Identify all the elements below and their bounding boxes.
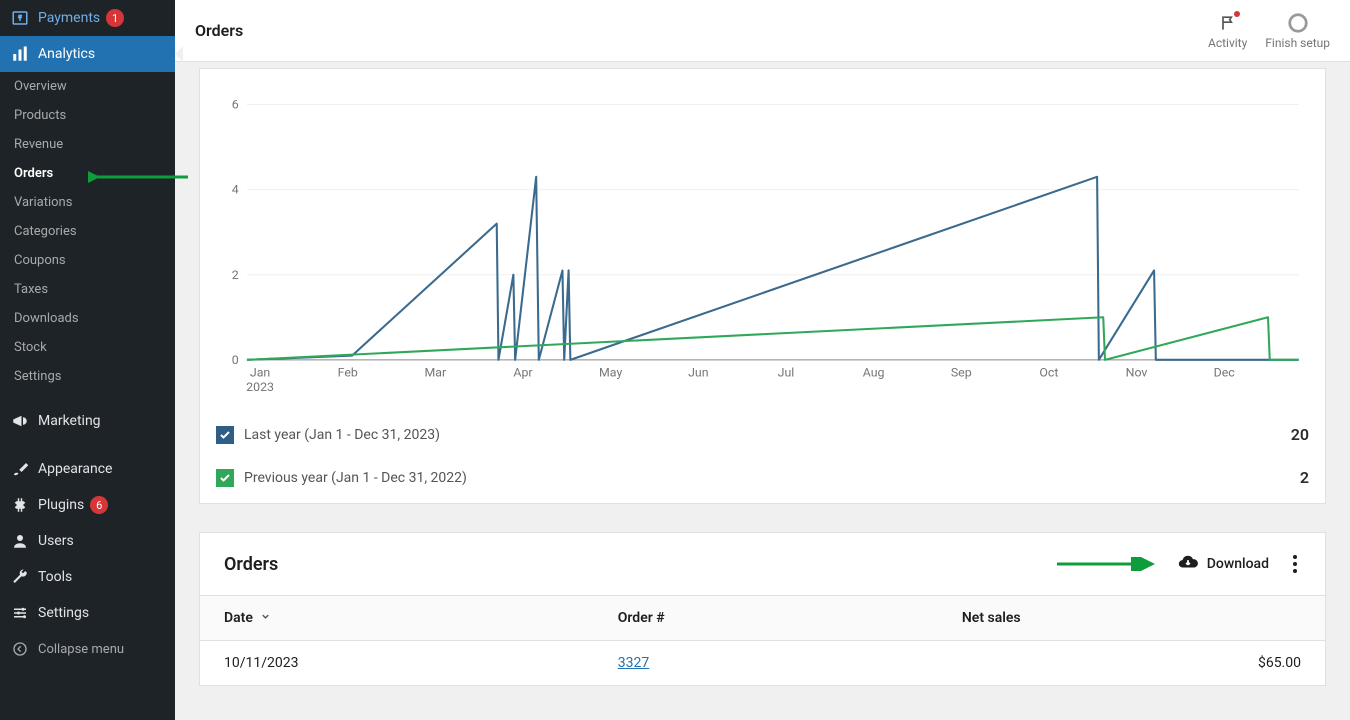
sidebar-item-label: Payments bbox=[38, 10, 100, 26]
chevron-down-icon bbox=[260, 610, 271, 626]
sidebar-item-payments[interactable]: Payments 1 bbox=[0, 0, 175, 36]
brush-icon bbox=[10, 459, 30, 479]
col-header-order[interactable]: Order # bbox=[594, 596, 938, 641]
col-header-date[interactable]: Date bbox=[200, 596, 594, 641]
badge: 6 bbox=[90, 496, 108, 514]
legend-row-previous-year: Previous year (Jan 1 - Dec 31, 2022) 2 bbox=[216, 456, 1309, 499]
sidebar-item-users[interactable]: Users bbox=[0, 523, 175, 559]
legend-label: Last year (Jan 1 - Dec 31, 2023) bbox=[244, 427, 440, 443]
svg-text:6: 6 bbox=[232, 99, 239, 113]
svg-text:Oct: Oct bbox=[1039, 366, 1058, 380]
legend-value: 20 bbox=[1291, 425, 1309, 444]
svg-text:Apr: Apr bbox=[513, 366, 533, 380]
activity-button[interactable]: Activity bbox=[1208, 12, 1247, 50]
sidebar-item-appearance[interactable]: Appearance bbox=[0, 451, 175, 487]
svg-text:Feb: Feb bbox=[338, 366, 358, 380]
svg-text:Jun: Jun bbox=[688, 366, 708, 380]
submenu-item-overview[interactable]: Overview bbox=[0, 72, 175, 101]
megaphone-icon bbox=[10, 411, 30, 431]
sidebar-item-label: Users bbox=[38, 533, 74, 549]
legend-checkbox[interactable] bbox=[216, 469, 234, 487]
sidebar-item-label: Tools bbox=[38, 569, 72, 585]
progress-circle-icon bbox=[1287, 12, 1309, 34]
table-row: 10/11/2023 3327 $65.00 bbox=[200, 641, 1325, 686]
submenu-item-coupons[interactable]: Coupons bbox=[0, 246, 175, 275]
sidebar-item-label: Plugins bbox=[38, 497, 84, 513]
download-button[interactable]: Download bbox=[1177, 551, 1269, 577]
svg-text:4: 4 bbox=[232, 184, 239, 198]
sidebar-item-label: Appearance bbox=[38, 461, 112, 477]
wrench-icon bbox=[10, 567, 30, 587]
orders-line-chart: 0 2 4 6 Jan Feb Mar Apr May Jun Jul Aug Sep Oct Nov Dec… bbox=[216, 77, 1309, 397]
cloud-download-icon bbox=[1177, 551, 1199, 577]
sliders-icon bbox=[10, 603, 30, 623]
cell-date: 10/11/2023 bbox=[200, 641, 594, 686]
col-header-net-sales[interactable]: Net sales bbox=[938, 596, 1325, 641]
collapse-icon bbox=[10, 639, 30, 659]
svg-text:Sep: Sep bbox=[951, 366, 972, 380]
main-content: Orders Activity Finish setup bbox=[175, 0, 1350, 720]
orders-table-title: Orders bbox=[224, 554, 278, 575]
submenu-item-categories[interactable]: Categories bbox=[0, 217, 175, 246]
user-icon bbox=[10, 531, 30, 551]
activity-label: Activity bbox=[1208, 36, 1247, 50]
submenu-item-taxes[interactable]: Taxes bbox=[0, 275, 175, 304]
submenu-item-products[interactable]: Products bbox=[0, 101, 175, 130]
submenu-item-downloads[interactable]: Downloads bbox=[0, 304, 175, 333]
legend-checkbox[interactable] bbox=[216, 426, 234, 444]
badge: 1 bbox=[106, 9, 124, 27]
collapse-label: Collapse menu bbox=[38, 642, 124, 657]
collapse-menu[interactable]: Collapse menu bbox=[0, 631, 175, 667]
finish-setup-button[interactable]: Finish setup bbox=[1265, 12, 1330, 50]
submenu-item-variations[interactable]: Variations bbox=[0, 188, 175, 217]
legend-value: 2 bbox=[1300, 468, 1309, 487]
sidebar-item-marketing[interactable]: Marketing bbox=[0, 403, 175, 439]
svg-text:2: 2 bbox=[232, 269, 239, 283]
sidebar-item-settings[interactable]: Settings bbox=[0, 595, 175, 631]
orders-data-table: Date Order # Net sales 10/11/2023 bbox=[200, 595, 1325, 685]
svg-text:Jan: Jan bbox=[250, 366, 270, 380]
dollar-icon bbox=[10, 8, 30, 28]
plug-icon bbox=[10, 495, 30, 515]
flag-icon bbox=[1217, 12, 1239, 34]
page-title: Orders bbox=[195, 21, 243, 40]
submenu-item-orders[interactable]: Orders bbox=[0, 159, 175, 188]
submenu-item-revenue[interactable]: Revenue bbox=[0, 130, 175, 159]
svg-text:Dec: Dec bbox=[1214, 366, 1236, 380]
analytics-icon bbox=[10, 44, 30, 64]
svg-text:Jul: Jul bbox=[778, 366, 795, 380]
sidebar-item-label: Settings bbox=[38, 605, 89, 621]
svg-text:2023: 2023 bbox=[246, 381, 274, 395]
analytics-submenu: Overview Products Revenue Orders Variati… bbox=[0, 72, 175, 391]
sidebar-item-plugins[interactable]: Plugins 6 bbox=[0, 487, 175, 523]
svg-text:Mar: Mar bbox=[425, 366, 448, 380]
sidebar-item-analytics[interactable]: Analytics bbox=[0, 36, 175, 72]
admin-sidebar: Payments 1 Analytics Overview Products R… bbox=[0, 0, 175, 720]
orders-table-card: Orders Download bbox=[199, 532, 1326, 686]
submenu-item-stock[interactable]: Stock bbox=[0, 333, 175, 362]
cell-net-sales: $65.00 bbox=[938, 641, 1325, 686]
order-link[interactable]: 3327 bbox=[618, 655, 649, 671]
submenu-item-settings[interactable]: Settings bbox=[0, 362, 175, 391]
top-bar: Orders Activity Finish setup bbox=[175, 0, 1350, 62]
more-menu[interactable] bbox=[1289, 551, 1301, 577]
sidebar-item-label: Analytics bbox=[38, 46, 95, 62]
sidebar-item-tools[interactable]: Tools bbox=[0, 559, 175, 595]
svg-text:0: 0 bbox=[232, 354, 239, 368]
chart-card: 0 2 4 6 Jan Feb Mar Apr May Jun Jul Aug Sep Oct Nov Dec… bbox=[199, 68, 1326, 504]
annotation-arrow-download bbox=[1057, 557, 1157, 571]
legend-label: Previous year (Jan 1 - Dec 31, 2022) bbox=[244, 470, 467, 486]
svg-text:Nov: Nov bbox=[1126, 366, 1148, 380]
legend-row-last-year: Last year (Jan 1 - Dec 31, 2023) 20 bbox=[216, 413, 1309, 456]
svg-text:Aug: Aug bbox=[863, 366, 885, 380]
download-label: Download bbox=[1207, 556, 1269, 572]
svg-text:May: May bbox=[599, 366, 622, 380]
finish-setup-label: Finish setup bbox=[1265, 36, 1330, 50]
sidebar-item-label: Marketing bbox=[38, 413, 101, 429]
